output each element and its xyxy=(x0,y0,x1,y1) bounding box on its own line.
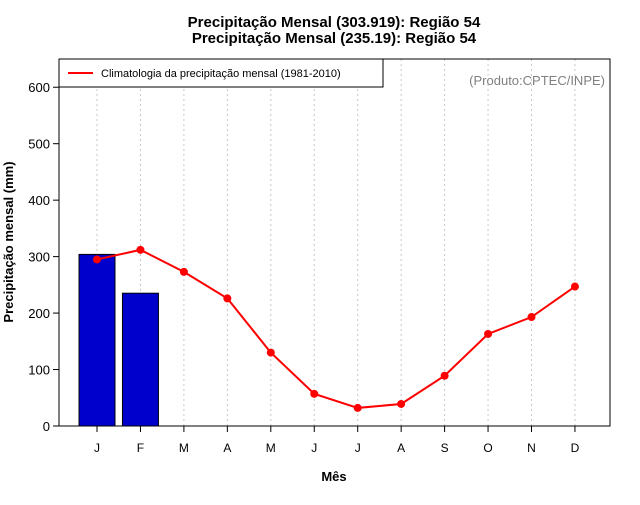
y-tick-label: 0 xyxy=(43,419,50,434)
x-axis-label: Mês xyxy=(321,469,346,484)
climatology-point xyxy=(93,255,101,264)
x-tick-label: M xyxy=(179,441,189,455)
bar-layer xyxy=(78,253,159,427)
climatology-point xyxy=(353,403,362,412)
x-tick-label: A xyxy=(397,441,405,455)
y-tick-label: 300 xyxy=(28,250,50,265)
climatology-line xyxy=(96,248,576,409)
chart-title-line1: Precipitação Mensal (303.919): Região 54 xyxy=(188,14,481,31)
climatology-point xyxy=(136,245,145,254)
y-axis-label: Precipitação mensal (mm) xyxy=(1,161,16,322)
bar-j-1 xyxy=(78,253,116,427)
climatology-point xyxy=(266,348,275,357)
line-layer xyxy=(93,245,579,412)
x-tick-label: O xyxy=(483,441,492,455)
climatology-point xyxy=(223,294,232,303)
climatology-point xyxy=(179,267,188,276)
x-tick-label: A xyxy=(223,441,231,455)
x-tick-label: J xyxy=(355,441,361,455)
climatology-point xyxy=(527,313,536,322)
y-tick-label: 100 xyxy=(28,363,50,378)
x-tick-label: N xyxy=(527,441,536,455)
chart-title-line2: Precipitação Mensal (235.19): Região 54 xyxy=(192,30,477,47)
x-tick-label: F xyxy=(137,441,144,455)
x-tick-label: M xyxy=(266,441,276,455)
climatology-point xyxy=(310,389,319,398)
y-tick-label: 400 xyxy=(28,193,50,208)
bar-f-2 xyxy=(121,292,159,427)
legend: Climatologia da precipitação mensal (198… xyxy=(58,58,384,88)
climatology-point xyxy=(484,329,493,338)
climatology-point xyxy=(440,371,449,380)
legend-box xyxy=(58,58,384,88)
legend-label: Climatologia da precipitação mensal (198… xyxy=(101,68,341,80)
y-tick-label: 500 xyxy=(28,137,50,152)
grid-layer xyxy=(96,59,576,426)
climatology-point xyxy=(570,282,579,291)
x-tick-label: J xyxy=(311,441,317,455)
credit-text: (Produto:CPTEC/INPE) xyxy=(469,73,605,88)
y-tick-label: 600 xyxy=(28,80,50,95)
x-tick-label: S xyxy=(441,441,449,455)
x-tick-label: D xyxy=(571,441,580,455)
climatology-point xyxy=(397,399,406,408)
y-tick-label: 200 xyxy=(28,306,50,321)
x-tick-label: J xyxy=(94,441,100,455)
y-axis: 0 100 200 300 400 500 600 xyxy=(28,80,59,434)
